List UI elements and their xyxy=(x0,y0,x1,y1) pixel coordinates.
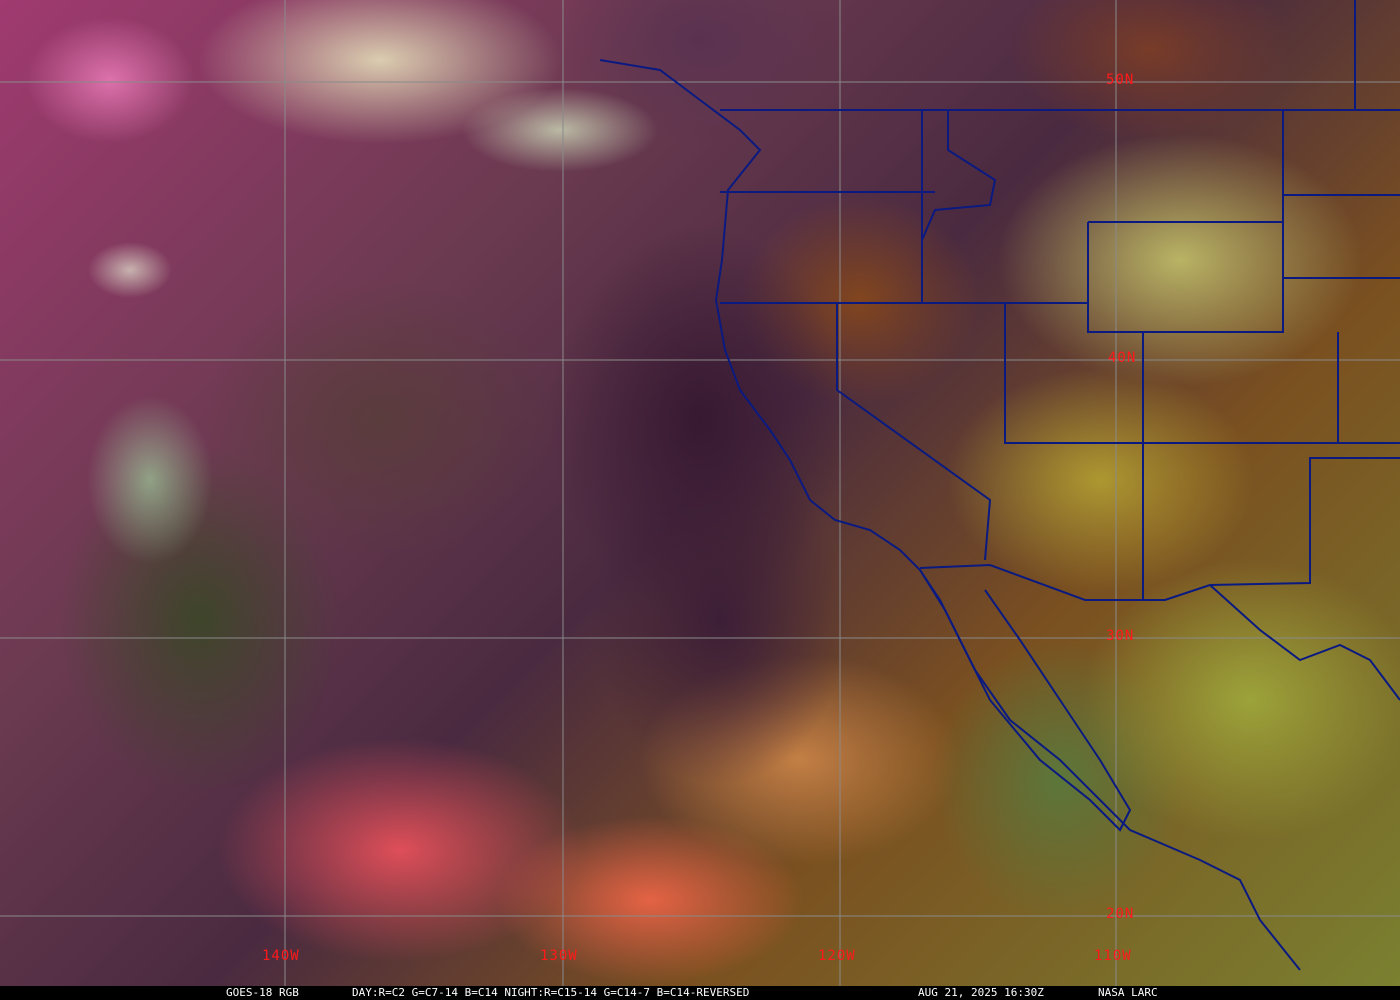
satellite-name: GOES-18 RGB xyxy=(226,986,299,999)
latitude-label: 40N xyxy=(1108,350,1137,366)
mexico-coast-east xyxy=(1209,584,1400,701)
longitude-label: 120W xyxy=(818,948,856,964)
us-mexico-border xyxy=(919,457,1400,601)
coastline xyxy=(599,59,1301,971)
credit: NASA LARC xyxy=(1098,986,1158,999)
baja-coastline xyxy=(919,569,1132,832)
latitude-label: 30N xyxy=(1106,628,1135,644)
timestamp: AUG 21, 2025 16:30Z xyxy=(918,986,1044,999)
longitude-label: 110W xyxy=(1094,948,1132,964)
longitude-label: 140W xyxy=(262,948,300,964)
latitude-label: 20N xyxy=(1106,906,1135,922)
state-borders xyxy=(720,0,1400,600)
caption-bar: GOES-18 RGB DAY:R=C2 G=C7-14 B=C14 NIGHT… xyxy=(0,986,1400,1000)
longitude-label: 130W xyxy=(540,948,578,964)
political-borders xyxy=(599,0,1400,971)
latitude-label: 50N xyxy=(1106,72,1135,88)
rgb-recipe: DAY:R=C2 G=C7-14 B=C14 NIGHT:R=C15-14 G=… xyxy=(352,986,750,999)
